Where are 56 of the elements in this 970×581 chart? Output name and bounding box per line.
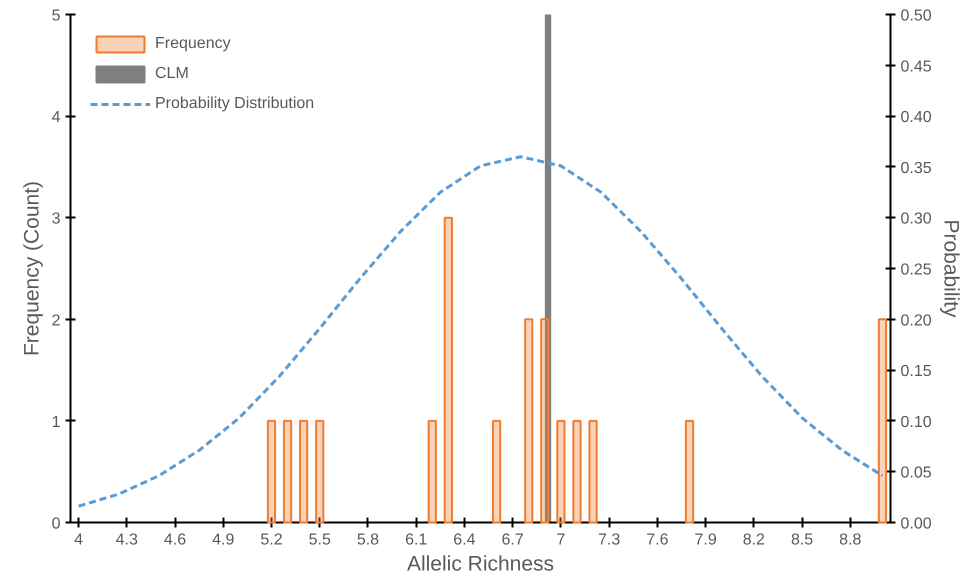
bar bbox=[556, 420, 566, 524]
bar bbox=[492, 420, 502, 524]
y2-tick-label: 0.45 bbox=[900, 58, 932, 76]
y2-tick-label: 0.25 bbox=[900, 262, 932, 278]
x-tick-label: 8.2 bbox=[742, 532, 766, 548]
y-tick-label: 5 bbox=[52, 8, 61, 24]
y-tick-label: 4 bbox=[52, 109, 61, 126]
y2-tick-label: 0.50 bbox=[900, 8, 932, 24]
bar bbox=[684, 420, 694, 524]
bar bbox=[588, 420, 598, 524]
x-tick-label: 4.3 bbox=[116, 532, 138, 548]
bar bbox=[444, 216, 453, 524]
x-tick-label: 4 bbox=[74, 532, 84, 548]
legend-label: Probability Distribution bbox=[155, 95, 314, 113]
x-tick-label: 8.5 bbox=[790, 532, 814, 548]
y2-tick-label: 0.10 bbox=[900, 414, 932, 431]
x-tick-label: 4.6 bbox=[164, 532, 186, 548]
bar bbox=[428, 420, 437, 524]
x-tick-label: 5.5 bbox=[308, 532, 331, 548]
bar bbox=[299, 420, 308, 524]
line-series bbox=[77, 155, 884, 508]
x-tick-label: 6.1 bbox=[405, 532, 428, 548]
bar bbox=[282, 420, 292, 524]
x-tick-label: 6.7 bbox=[502, 532, 524, 548]
x-tick-label: 6.4 bbox=[453, 532, 476, 548]
bar bbox=[878, 318, 888, 524]
bar bbox=[266, 420, 276, 524]
x-tick-label: 8.8 bbox=[839, 532, 862, 548]
y-tick-label: 1 bbox=[52, 414, 61, 431]
x-tick-label: 5.8 bbox=[356, 532, 380, 548]
bar bbox=[315, 420, 324, 524]
y2-tick-label: 0.35 bbox=[900, 160, 932, 177]
x-tick-label: 7 bbox=[556, 532, 566, 548]
bar bbox=[524, 318, 534, 524]
legend-label: Frequency bbox=[155, 35, 231, 53]
y2-tick-label: 0.05 bbox=[900, 464, 932, 482]
bar bbox=[544, 14, 552, 522]
x-tick-label: 7.6 bbox=[646, 532, 669, 548]
x-tick-label: 5.2 bbox=[260, 532, 283, 548]
y2-tick-label: 0.20 bbox=[900, 312, 932, 330]
y2-tick-label: 0.00 bbox=[900, 516, 932, 532]
x-axis-title: Allelic Richness bbox=[406, 552, 554, 576]
y-axis-title: Frequency (Count) bbox=[20, 180, 44, 356]
y2-tick-label: 0.30 bbox=[900, 210, 932, 228]
x-tick-label: 4.9 bbox=[212, 532, 234, 548]
legend-label: CLM bbox=[155, 65, 189, 83]
y2-axis-title: Probability bbox=[940, 219, 963, 318]
y2-tick-label: 0.15 bbox=[900, 363, 932, 380]
bar bbox=[540, 318, 550, 524]
y2-tick-label: 0.40 bbox=[900, 109, 932, 126]
x-tick-label: 7.3 bbox=[598, 532, 620, 548]
bar bbox=[572, 420, 582, 524]
x-tick-label: 7.9 bbox=[694, 532, 717, 548]
y-tick-label: 3 bbox=[52, 210, 61, 228]
y-tick-label: 2 bbox=[52, 312, 61, 330]
y-tick-label: 0 bbox=[52, 516, 61, 532]
